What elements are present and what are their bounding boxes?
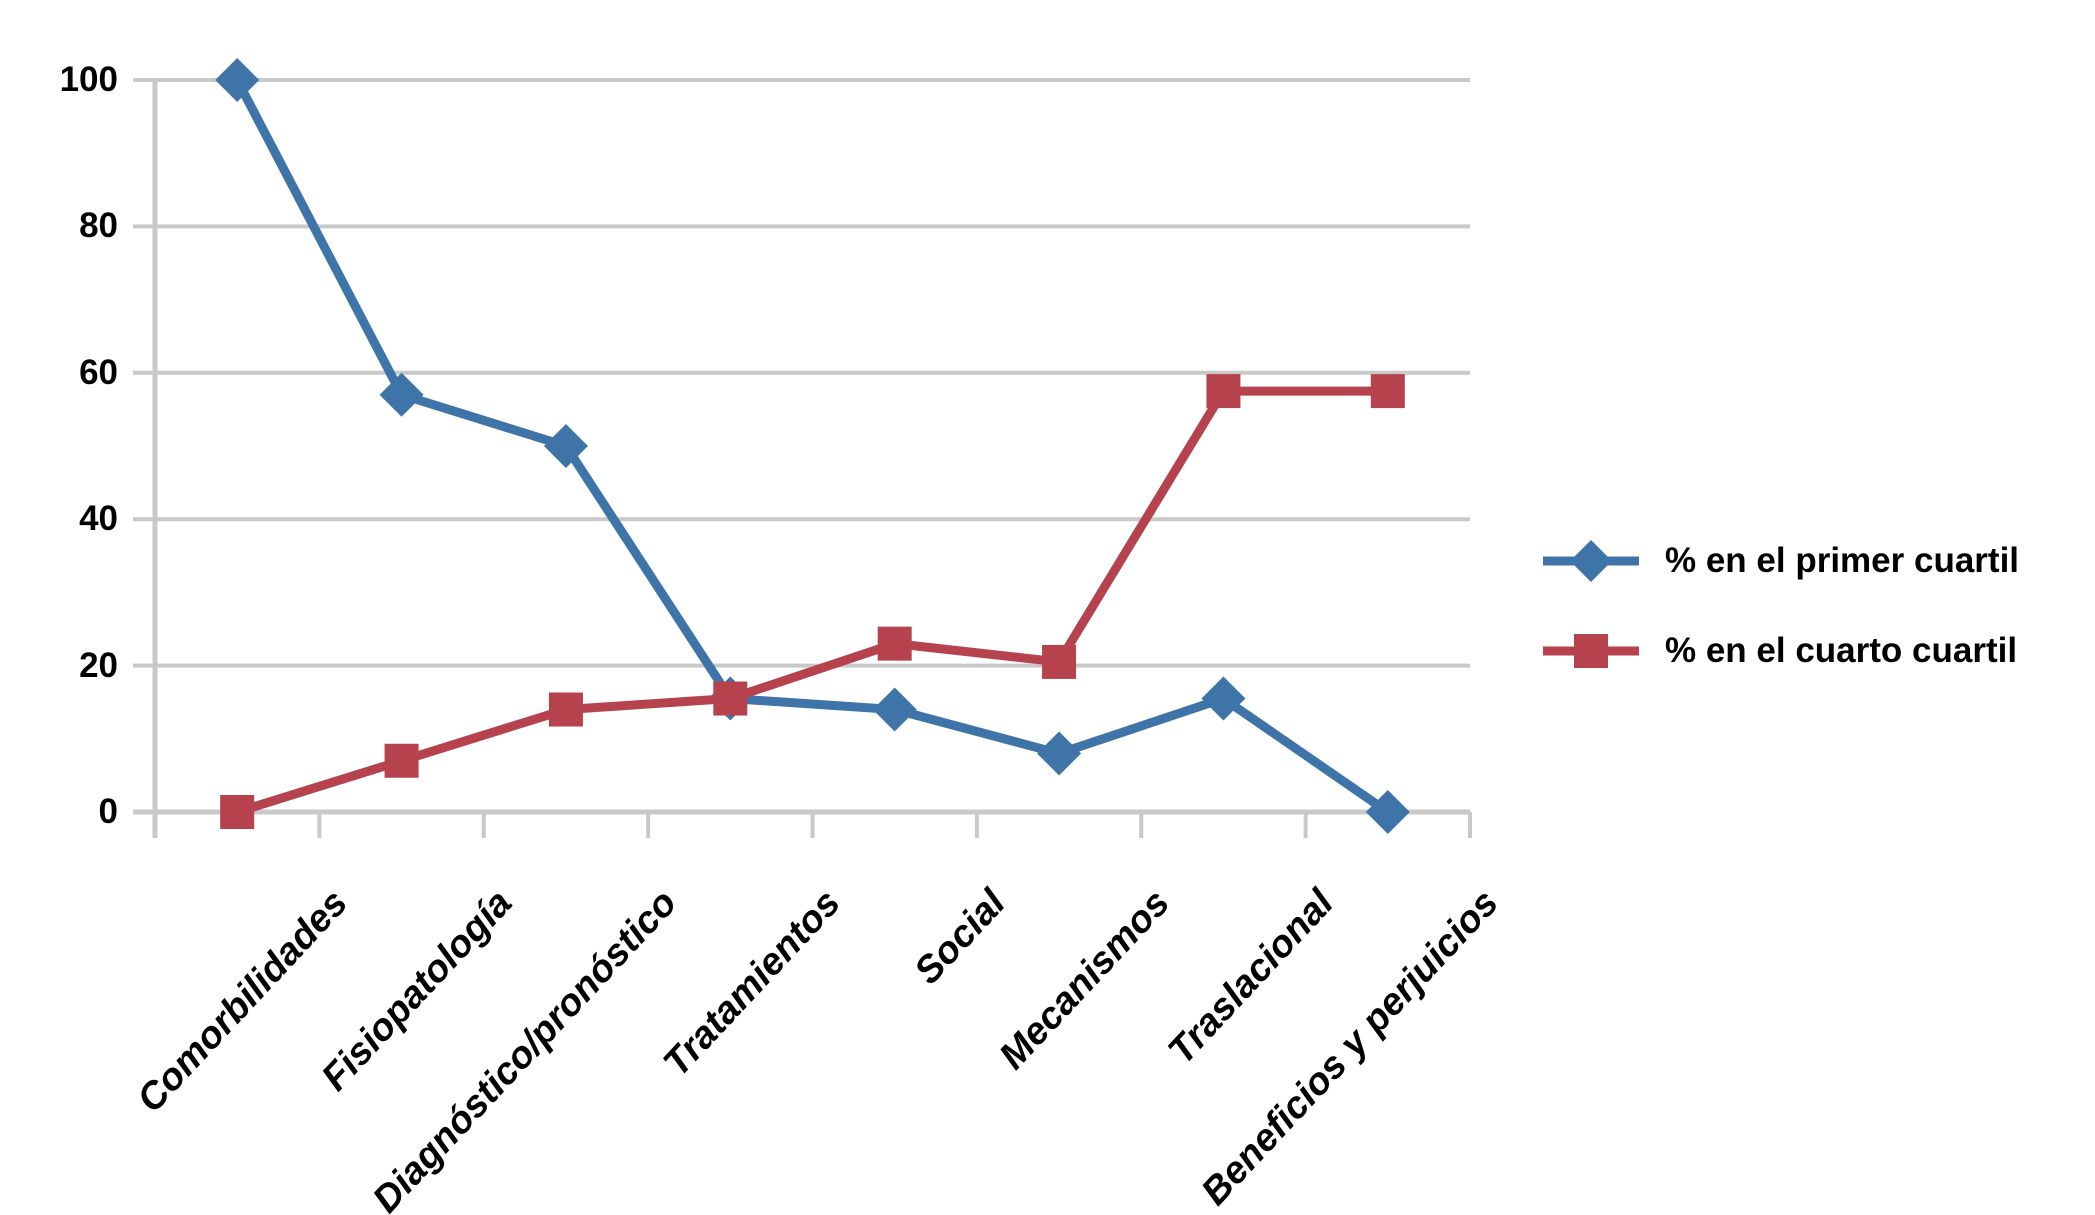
y-tick-label-20: 20 [79,645,118,685]
y-tick-label-60: 60 [79,352,118,392]
legend-diamond-marker-icon [1543,540,1639,582]
data-point-diamond [1365,790,1410,834]
data-point-diamond [872,687,917,732]
legend: % en el primer cuartil % en el cuarto cu… [1543,533,2019,679]
data-point-square [384,743,419,778]
y-tick-label-80: 80 [79,206,118,246]
data-point-square [1206,374,1241,409]
legend-square [1574,634,1608,668]
data-point-square [220,795,255,829]
data-point-diamond [379,372,424,417]
data-point-square [548,692,583,727]
legend-diamond [1570,540,1612,582]
data-point-square [1042,644,1077,679]
data-point-diamond [1037,731,1082,776]
series-line-1 [232,386,1393,817]
y-tick-label-0: 0 [98,792,118,831]
legend-label-primer-cuartil: % en el primer cuartil [1665,541,2020,580]
legend-square-marker-icon [1543,634,1639,668]
data-point-diamond [543,424,588,468]
series-line-0 [232,75,1393,817]
data-point-diamond [215,58,260,102]
data-point-square [877,626,912,661]
data-point-square [1370,374,1405,409]
legend-label-cuarto-cuartil: % en el cuarto cuartil [1665,631,2018,670]
data-point-diamond [1201,676,1246,721]
legend-item-primer-cuartil: % en el primer cuartil [1543,533,2019,589]
data-point-square [713,681,748,716]
legend-item-cuarto-cuartil: % en el cuarto cuartil [1543,623,2019,679]
y-tick-label-100: 100 [59,60,118,99]
y-tick-label-40: 40 [79,499,118,539]
